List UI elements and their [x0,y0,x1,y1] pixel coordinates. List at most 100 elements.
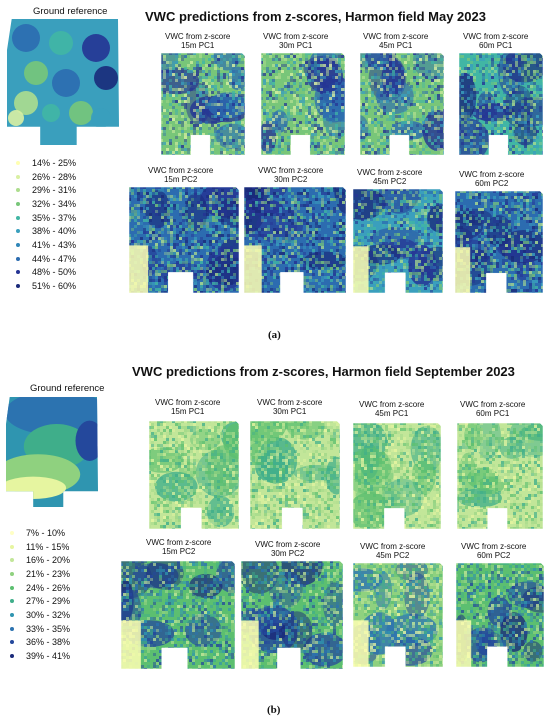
legend-swatch [16,188,20,193]
figure-panel-b: VWC predictions from z-scores, Harmon fi… [0,360,550,718]
legend-label: 39% - 41% [26,651,71,662]
legend-item: 24% - 26% [10,581,70,595]
legend-label: 29% - 31% [32,185,77,196]
map-title-line-2: 15m PC1 [170,407,205,416]
ground-reference-map [7,19,119,145]
vwc-map [243,186,347,294]
vwc-map [352,562,444,668]
map-title: VWC from z-score 45m PC1 [359,400,424,418]
legend-label: 38% - 40% [32,226,77,237]
legend-swatch [10,599,14,604]
vwc-map [160,52,246,156]
legend-label: 14% - 25% [32,157,77,168]
legend-item: 41% - 43% [16,238,76,252]
map-title-line-2: 15m PC2 [163,175,198,184]
legend-label: 11% - 15% [26,541,70,552]
map-title-line-1: VWC from z-score [148,166,214,175]
legend-swatch [10,640,14,645]
legend-swatch [10,626,14,631]
ground-reference-title: Ground reference [30,383,105,394]
legend-swatch [16,201,20,206]
map-title: VWC from z-score 15m PC2 [146,538,211,556]
legend-swatch [16,229,20,234]
map-title: VWC from z-score 30m PC2 [255,540,320,558]
map-title-line-1: VWC from z-score [363,32,429,41]
legend-swatch [16,174,20,179]
vwc-map [260,52,346,156]
legend-label: 48% - 50% [32,267,77,278]
map-title-line-1: VWC from z-score [146,538,212,547]
legend-label: 41% - 43% [32,239,77,250]
legend-swatch [16,160,20,165]
map-title-line-2: 30m PC1 [272,407,307,416]
legend-label: 21% - 23% [26,568,71,579]
map-title-line-2: 60m PC2 [474,179,509,188]
panel-caption: (b) [267,704,281,716]
vwc-map [359,52,445,156]
map-title-line-2: 45m PC1 [378,41,413,50]
legend-item: 44% - 47% [16,252,76,266]
legend-item: 14% - 25% [16,156,76,170]
map-title: VWC from z-score 30m PC2 [258,166,323,184]
legend-item: 27% - 29% [10,594,70,608]
map-title-line-1: VWC from z-score [155,398,221,407]
figure-title: VWC predictions from z-scores, Harmon fi… [145,9,486,24]
legend-item: 48% - 50% [16,266,76,280]
map-title-line-1: VWC from z-score [258,166,324,175]
map-title-line-2: 15m PC2 [161,547,196,556]
legend-label: 33% - 35% [26,623,71,634]
map-title: VWC from z-score 30m PC1 [263,32,328,50]
legend-swatch [10,530,14,535]
vwc-map [455,562,545,668]
map-title-line-1: VWC from z-score [360,542,426,551]
legend-label: 36% - 38% [26,637,71,648]
map-title-line-2: 45m PC1 [374,409,409,418]
map-title-line-2: 60m PC1 [475,409,510,418]
ground-reference-map [6,397,98,507]
legend-swatch [10,585,14,590]
vwc-map [454,190,544,294]
legend-item: 11% - 15% [10,540,70,554]
map-title-line-2: 15m PC1 [180,41,215,50]
map-title-line-1: VWC from z-score [257,398,323,407]
map-title-line-2: 30m PC2 [273,175,308,184]
legend-label: 27% - 29% [26,596,71,607]
vwc-map [456,422,544,530]
map-title: VWC from z-score 45m PC2 [357,168,422,186]
ground-reference-title: Ground reference [33,6,108,17]
map-title: VWC from z-score 30m PC1 [257,398,322,416]
legend-label: 30% - 32% [26,609,71,620]
legend-label: 16% - 20% [26,555,71,566]
map-title-line-1: VWC from z-score [461,542,527,551]
vwc-map [352,422,442,530]
map-title: VWC from z-score 60m PC1 [460,400,525,418]
map-title-line-2: 60m PC2 [476,551,511,560]
legend-label: 24% - 26% [26,582,71,593]
vwc-map [352,188,444,294]
legend-label: 51% - 60% [32,281,77,292]
legend-label: 7% - 10% [26,527,66,538]
legend-item: 51% - 60% [16,279,76,293]
legend-item: 16% - 20% [10,553,70,567]
legend-item: 26% - 28% [16,170,76,184]
legend-item: 21% - 23% [10,567,70,581]
legend: 7% - 10% 11% - 15% 16% - 20% 21% - 23% 24% -… [10,526,70,663]
map-title-line-1: VWC from z-score [263,32,329,41]
panel-caption: (a) [268,329,281,341]
vwc-map [249,420,341,530]
map-title-line-2: 30m PC2 [270,549,305,558]
map-title: VWC from z-score 45m PC2 [360,542,425,560]
legend-item: 33% - 35% [10,622,70,636]
vwc-map [120,560,236,670]
figure-panel-a: Ground reference VWC predictions from z-… [0,0,550,350]
vwc-map [240,560,344,670]
legend-item: 29% - 31% [16,183,76,197]
map-title-line-1: VWC from z-score [463,32,529,41]
legend-swatch [16,242,20,247]
legend-swatch [16,215,20,220]
map-title: VWC from z-score 45m PC1 [363,32,428,50]
vwc-map [458,52,544,156]
map-title: VWC from z-score 15m PC1 [165,32,230,50]
legend-swatch [10,558,14,563]
map-title: VWC from z-score 60m PC2 [461,542,526,560]
